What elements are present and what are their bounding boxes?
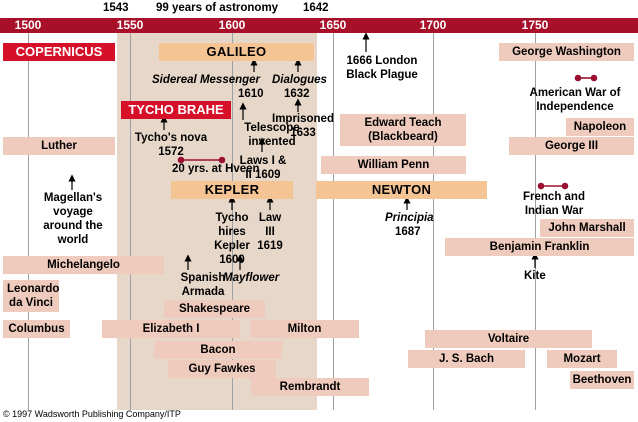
gridline-1650 [333, 33, 334, 410]
bar-george-washington: George Washington [499, 43, 634, 61]
year-label-1750: 1750 [521, 18, 549, 32]
bar-bacon: Bacon [154, 341, 282, 359]
bar-columbus: Columbus [3, 320, 70, 338]
year-label-1500: 1500 [14, 18, 42, 32]
bar-michelangelo: Michelangelo [3, 256, 164, 274]
event-tycho-nova: Tycho's nova 1572 [134, 132, 208, 158]
span-french-indian-start-dot [537, 182, 545, 190]
bar-guy-fawkes: Guy Fawkes [168, 360, 276, 378]
bar-edward-teach: Edward Teach (Blackbeard) [340, 114, 466, 146]
event-dialogues: Dialogues [272, 74, 327, 86]
event-london-plague: 1666 London Black Plague [346, 55, 418, 81]
bar-luther: Luther [3, 137, 115, 155]
bar-voltaire: Voltaire [425, 330, 592, 348]
copyright-notice: © 1997 Wadsworth Publishing Company/ITP [3, 409, 181, 419]
event-mayflower: Mayflower [223, 272, 280, 284]
bar-kepler: KEPLER [171, 181, 293, 199]
span-american-war-start-dot [574, 74, 582, 82]
gridline-1500 [28, 33, 29, 410]
year-label-1650: 1650 [319, 18, 347, 32]
year-header-band [0, 18, 638, 33]
bar-william-penn: William Penn [321, 156, 466, 174]
bar-copernicus: COPERNICUS [3, 43, 115, 61]
leonardo-label: Leonardo da Vinci [7, 283, 60, 309]
bar-leonardo: Leonardo da Vinci [3, 280, 59, 312]
event-principia-year: 1687 [395, 226, 421, 238]
event-magellan: Magellan's voyage around the world [43, 192, 103, 246]
year-label-1550: 1550 [116, 18, 144, 32]
bar-rembrandt: Rembrandt [251, 378, 369, 396]
bar-beethoven: Beethoven [570, 371, 634, 389]
event-imprisoned: Imprisoned 1633 [272, 113, 334, 139]
gridline-1700 [433, 33, 434, 410]
span-american-war-end-dot [590, 74, 598, 82]
event-american-war: American War of Independence [529, 87, 621, 113]
event-telescope: Telescope invented [244, 122, 300, 148]
event-principia: Principia [385, 212, 434, 224]
event-spanish-armada: Spanish Armada [180, 272, 226, 298]
span-label: 99 years of astronomy [156, 2, 279, 14]
event-law-3: Law III 1619 [257, 212, 283, 252]
event-laws-1-2: Laws I & II 1609 [239, 155, 287, 181]
gridline-1550 [130, 33, 131, 410]
event-french-indian-war: French and Indian War [523, 191, 585, 217]
span-hveen-start-dot [177, 156, 185, 164]
span-start-year: 1543 [103, 2, 129, 14]
bar-galileo: GALILEO [159, 43, 314, 61]
bar-george-iii: George III [509, 137, 634, 155]
gridline-1750 [535, 33, 536, 410]
span-end-year: 1642 [303, 2, 329, 14]
event-dialogues-year: 1632 [284, 88, 310, 100]
span-hveen-end-dot [218, 156, 226, 164]
bar-mozart: Mozart [547, 350, 617, 368]
event-tycho-hires-kepler: Tycho hires Kepler 1600 [214, 212, 250, 266]
bar-bach: J. S. Bach [408, 350, 525, 368]
bar-benjamin-franklin: Benjamin Franklin [445, 238, 634, 256]
gridline-1600 [232, 33, 233, 410]
span-french-indian-end-dot [561, 182, 569, 190]
bar-napoleon: Napoleon [566, 118, 634, 136]
bar-newton: NEWTON [316, 181, 487, 199]
bar-elizabeth: Elizabeth I [102, 320, 240, 338]
bar-shakespeare: Shakespeare [164, 300, 265, 318]
event-kite: Kite [524, 270, 546, 282]
edward-teach-label: Edward Teach (Blackbeard) [364, 117, 442, 143]
event-sidereal: Sidereal Messenger [152, 74, 261, 86]
year-label-1700: 1700 [419, 18, 447, 32]
year-label-1600: 1600 [218, 18, 246, 32]
event-twenty-yrs-hveen: 20 yrs. at Hveen [172, 163, 260, 175]
event-sidereal-year: 1610 [238, 88, 264, 100]
bar-tycho-brahe: TYCHO BRAHE [121, 101, 231, 119]
bar-milton: Milton [250, 320, 359, 338]
bar-john-marshall: John Marshall [540, 219, 634, 237]
